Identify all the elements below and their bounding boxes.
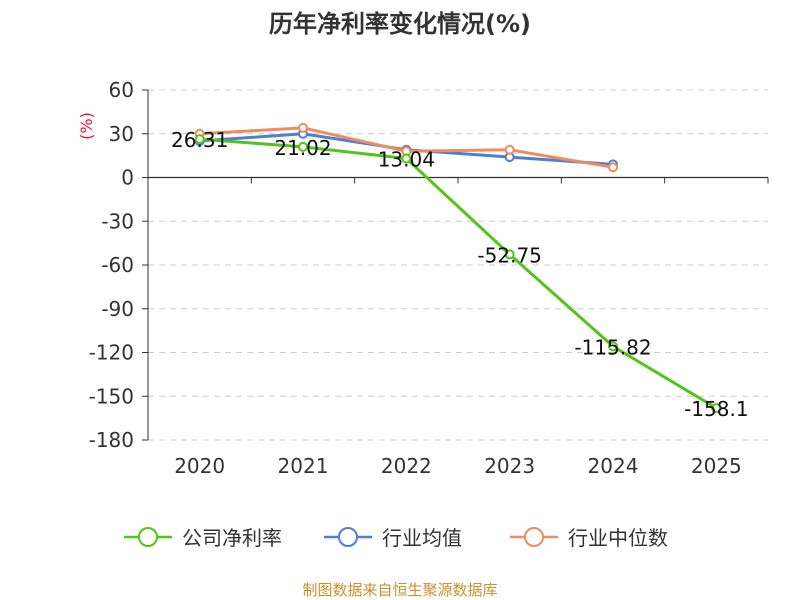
data-label: -158.1 xyxy=(684,397,748,421)
y-tick-label: 60 xyxy=(109,78,134,102)
legend-label: 公司净利率 xyxy=(182,526,282,550)
series-point-0 xyxy=(711,403,722,414)
legend-swatch-marker xyxy=(138,527,158,547)
y-tick-label: 30 xyxy=(109,122,134,146)
series-point-0 xyxy=(401,153,412,164)
x-tick-label: 2024 xyxy=(588,454,639,478)
y-tick-label: -120 xyxy=(89,341,134,365)
gridlines xyxy=(148,89,768,441)
series-point-2 xyxy=(504,144,515,155)
x-tick-label: 2020 xyxy=(174,454,225,478)
x-tick-label: 2025 xyxy=(691,454,742,478)
data-label: 21.02 xyxy=(274,136,331,160)
series-point-0 xyxy=(298,141,308,152)
data-label: -52.75 xyxy=(477,243,541,267)
data-label: 13.04 xyxy=(378,147,435,171)
data-label: -115.82 xyxy=(574,335,651,359)
y-tick-label: 0 xyxy=(121,166,134,190)
y-tick-label: -150 xyxy=(89,384,134,408)
y-tick-label: -60 xyxy=(101,253,134,277)
axes: 60 30 0 -30 -60 -90 -120 -150 -180 2020 2021 2022 20… xyxy=(89,78,769,478)
y-tick-label: -90 xyxy=(101,297,134,321)
legend: 公司净利率 行业均值 行业中位数 xyxy=(124,526,668,550)
series-point-0 xyxy=(608,341,618,352)
series-point-2 xyxy=(298,122,308,133)
data-label: 26.31 xyxy=(171,128,228,152)
series-point-0 xyxy=(194,134,205,145)
x-tick-label: 2021 xyxy=(278,454,329,478)
x-tick-label: 2022 xyxy=(381,454,432,478)
data-labels: 26.31 21.02 13.04 -52.75 -115.82 -158.1 xyxy=(171,128,749,421)
series-line-0 xyxy=(199,137,718,410)
series-point-2 xyxy=(608,162,618,173)
y-tick-label: -180 xyxy=(89,428,134,452)
legend-swatch-marker xyxy=(338,527,358,547)
series-point-0 xyxy=(504,249,515,260)
x-tick-label: 2023 xyxy=(484,454,535,478)
legend-label: 行业中位数 xyxy=(568,526,668,550)
chart-title: 历年净利率变化情况(%) xyxy=(269,10,531,38)
legend-label: 行业均值 xyxy=(382,526,462,550)
y-axis-label: (%) xyxy=(77,112,96,140)
legend-swatch-marker xyxy=(524,527,544,547)
series-layer xyxy=(194,122,722,414)
source-footer: 制图数据来自恒生聚源数据库 xyxy=(302,581,497,599)
y-tick-label: -30 xyxy=(101,209,134,233)
